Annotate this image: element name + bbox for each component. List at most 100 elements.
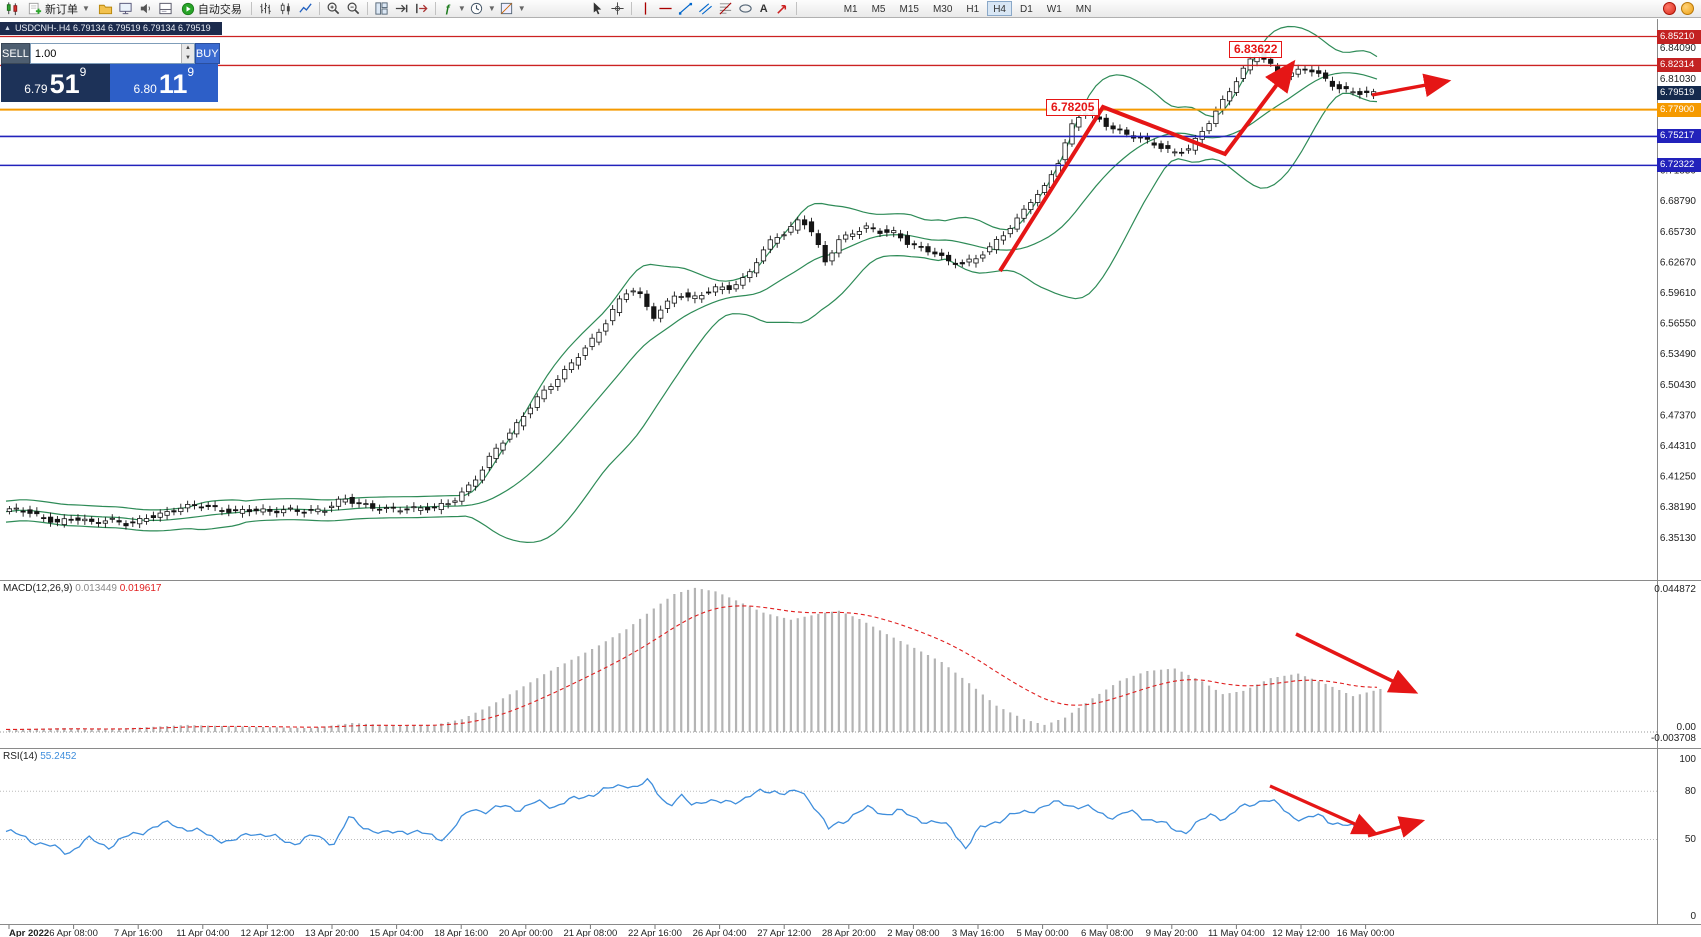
horizontal-line-icon[interactable]	[656, 1, 675, 17]
separator	[250, 2, 252, 15]
macd-label: MACD(12,26,9) 0.013449 0.019617	[3, 583, 162, 594]
toolbar: 新订单 ▼ 自动交易 ƒ ▼ ▼ ▼ A M1 M5 M15 M30 H1 H4 D1 W1 M…	[0, 0, 1701, 18]
community-icon[interactable]	[1681, 2, 1694, 15]
buy-button[interactable]: BUY	[194, 43, 220, 64]
arrows-icon[interactable]	[773, 1, 792, 17]
svg-text:3 May 16:00: 3 May 16:00	[952, 928, 1004, 937]
line-chart-icon[interactable]	[296, 1, 315, 17]
svg-text:50: 50	[1685, 834, 1697, 845]
svg-text:6.84090: 6.84090	[1660, 43, 1697, 54]
chevron-down-icon[interactable]: ▼	[517, 4, 526, 13]
svg-text:6.56550: 6.56550	[1660, 319, 1697, 330]
tab-M5[interactable]: M5	[871, 4, 886, 15]
fibonacci-icon[interactable]	[716, 1, 735, 17]
svg-text:27 Apr 12:00: 27 Apr 12:00	[757, 928, 811, 937]
volume-input[interactable]	[30, 44, 181, 63]
price-annotation[interactable]: 6.83622	[1229, 41, 1283, 58]
shapes-icon[interactable]	[736, 1, 755, 17]
alerts-speaker-icon[interactable]	[136, 1, 155, 17]
tile-windows-icon[interactable]	[372, 1, 391, 17]
chevron-down-icon[interactable]: ▼	[457, 4, 466, 13]
notification-icon[interactable]	[1663, 2, 1676, 15]
new-order-button[interactable]: 新订单 ▼	[23, 1, 95, 17]
tab-H4[interactable]: H4	[987, 1, 1012, 16]
svg-text:12 May 12:00: 12 May 12:00	[1272, 928, 1330, 937]
svg-text:6.35130: 6.35130	[1660, 533, 1697, 544]
rsi-label: RSI(14) 55.2452	[3, 751, 77, 762]
bar-chart-icon[interactable]	[256, 1, 275, 17]
volume-up-icon[interactable]: ▲	[184, 45, 191, 51]
svg-text:5 May 00:00: 5 May 00:00	[1016, 928, 1068, 937]
chart-shift-icon[interactable]	[412, 1, 431, 17]
symbol-ohlc-text: USDCNH-.H4 6.79134 6.79519 6.79134 6.795…	[14, 23, 211, 33]
svg-text:100: 100	[1679, 754, 1696, 765]
autotrading-label: 自动交易	[197, 3, 242, 16]
svg-text:15 Apr 04:00: 15 Apr 04:00	[370, 928, 424, 937]
zoom-out-icon[interactable]	[344, 1, 363, 17]
svg-text:11 Apr 04:00: 11 Apr 04:00	[176, 928, 229, 937]
price-axis[interactable]: 6.85210 6.82314 6.79519 6.77900 6.75217 6.723…	[1657, 0, 1701, 937]
volume-down-icon[interactable]: ▼	[184, 54, 191, 61]
collapse-icon[interactable]: ▲	[4, 25, 11, 32]
volume-spinner: ▲ ▼	[180, 44, 194, 63]
price-tag: 6.82314	[1657, 58, 1701, 72]
cursor-icon[interactable]	[588, 1, 607, 17]
svg-text:18 Apr 16:00: 18 Apr 16:00	[434, 928, 488, 937]
tab-M30[interactable]: M30	[932, 4, 953, 15]
separator	[366, 2, 368, 15]
svg-text:22 Apr 16:00: 22 Apr 16:00	[628, 928, 682, 937]
sell-price[interactable]: 6.79 51 9	[1, 64, 110, 102]
buy-price[interactable]: 6.80 11 9	[109, 64, 218, 102]
price-tag: 6.79519	[1657, 86, 1701, 100]
svg-text:6.81030: 6.81030	[1660, 74, 1697, 85]
svg-text:80: 80	[1685, 786, 1697, 797]
sell-button[interactable]: SELL	[1, 43, 30, 64]
crosshair-icon[interactable]	[608, 1, 627, 17]
terminal-icon[interactable]	[156, 1, 175, 17]
toolbar-right	[1663, 2, 1698, 15]
svg-text:6 May 08:00: 6 May 08:00	[1081, 928, 1133, 937]
svg-text:6.65730: 6.65730	[1660, 227, 1697, 238]
price-tag: 6.77900	[1657, 103, 1701, 117]
price-tag: 6.72322	[1657, 158, 1701, 172]
price-annotation[interactable]: 6.78205	[1046, 99, 1100, 116]
vertical-line-icon[interactable]	[636, 1, 655, 17]
chevron-down-icon[interactable]: ▼	[487, 4, 496, 13]
auto-scroll-icon[interactable]	[392, 1, 411, 17]
svg-text:Apr 2022: Apr 2022	[9, 928, 49, 937]
svg-text:12 Apr 12:00: 12 Apr 12:00	[240, 928, 294, 937]
svg-text:6.62670: 6.62670	[1660, 257, 1697, 268]
svg-text:6.41250: 6.41250	[1660, 472, 1697, 483]
chevron-down-icon: ▼	[82, 4, 90, 13]
svg-text:6.38190: 6.38190	[1660, 502, 1697, 513]
svg-text:6.53490: 6.53490	[1660, 349, 1697, 360]
svg-text:6.47370: 6.47370	[1660, 410, 1697, 421]
volume-box: ▲ ▼	[29, 43, 195, 64]
charts-window-icon[interactable]	[116, 1, 135, 17]
symbol-header: ▲ USDCNH-.H4 6.79134 6.79519 6.79134 6.7…	[0, 22, 222, 35]
templates-icon[interactable]	[497, 1, 516, 17]
zoom-in-icon[interactable]	[324, 1, 343, 17]
candle-chart-icon[interactable]	[276, 1, 295, 17]
periods-icon[interactable]	[467, 1, 486, 17]
indicators-icon[interactable]: ƒ	[444, 2, 451, 15]
separator	[630, 2, 632, 15]
autotrading-button[interactable]: 自动交易	[176, 1, 247, 17]
tab-M15[interactable]: M15	[899, 4, 919, 15]
tab-MN[interactable]: MN	[1075, 4, 1092, 15]
tab-H1[interactable]: H1	[966, 4, 980, 15]
trendline-icon[interactable]	[676, 1, 695, 17]
new-chart-icon[interactable]	[3, 1, 22, 17]
svg-text:0.044872: 0.044872	[1654, 584, 1696, 595]
svg-text:16 May 00:00: 16 May 00:00	[1337, 928, 1395, 937]
tab-M1[interactable]: M1	[843, 4, 858, 15]
tab-D1[interactable]: D1	[1020, 4, 1033, 15]
svg-text:21 Apr 08:00: 21 Apr 08:00	[563, 928, 617, 937]
profiles-icon[interactable]	[96, 1, 115, 17]
svg-text:6.59610: 6.59610	[1660, 288, 1697, 299]
tab-W1[interactable]: W1	[1046, 4, 1062, 15]
text-icon[interactable]: A	[759, 2, 768, 15]
channel-icon[interactable]	[696, 1, 715, 17]
